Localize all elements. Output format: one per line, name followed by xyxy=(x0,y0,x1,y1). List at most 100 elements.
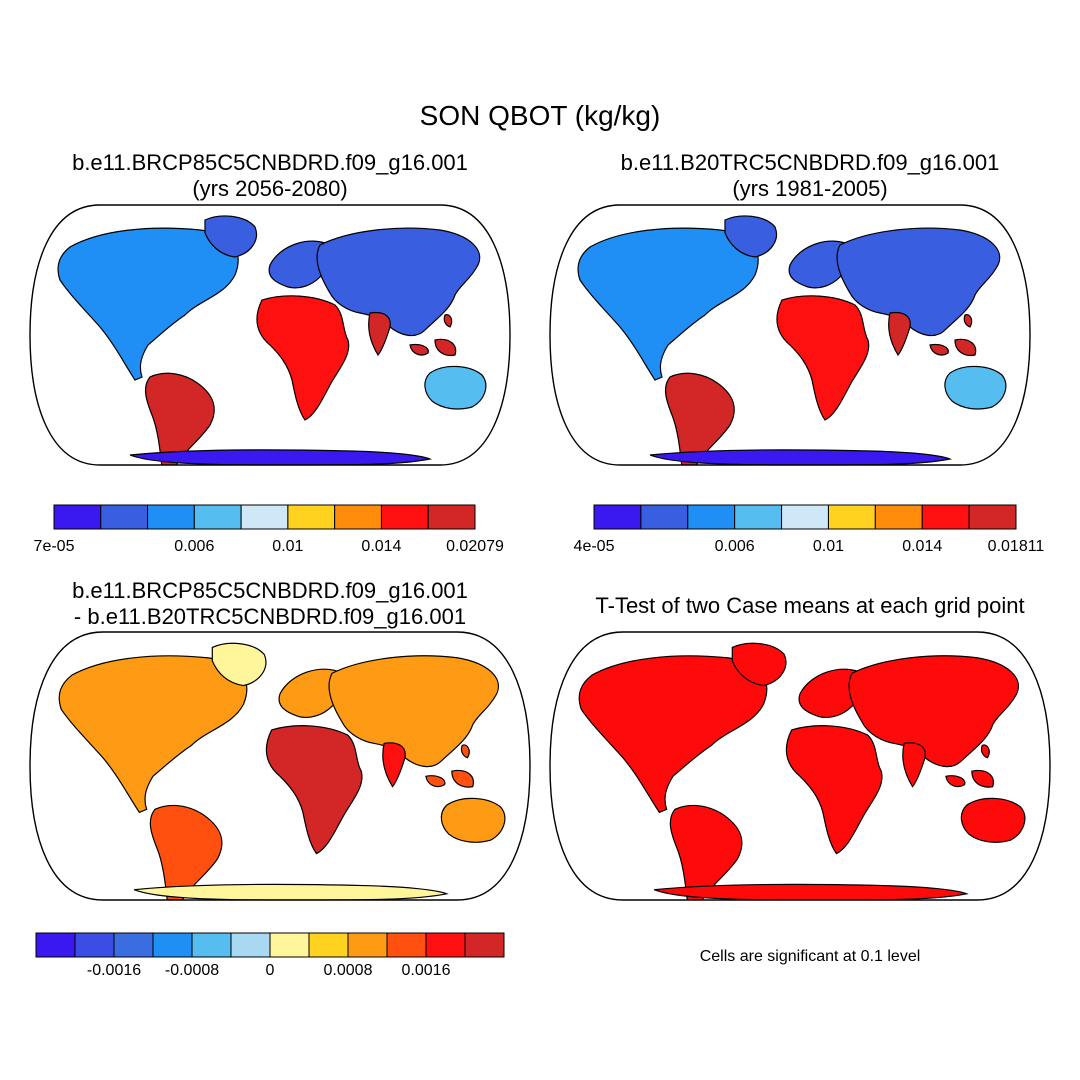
land-maritime-continent xyxy=(945,775,966,788)
colorbar-box xyxy=(152,932,193,958)
panel-title-case2: b.e11.B20TRC5CNBDRD.f09_g16.001 (yrs 198… xyxy=(570,150,1050,202)
map-panel-case1 xyxy=(29,204,511,466)
land-asia xyxy=(316,227,481,337)
colorbar-box xyxy=(287,504,336,530)
colorbar-box xyxy=(425,932,466,958)
land-maritime-continent xyxy=(954,338,977,357)
colorbar-box xyxy=(640,504,689,530)
colorbar-box xyxy=(191,932,232,958)
land-south-america xyxy=(149,804,223,900)
land-maritime-continent xyxy=(451,769,474,788)
land-antarctica xyxy=(129,449,433,465)
land-antarctica xyxy=(133,883,449,900)
map-border xyxy=(29,204,511,466)
colorbar-case2 xyxy=(593,504,1017,530)
panel-title-line: b.e11.B20TRC5CNBDRD.f09_g16.001 xyxy=(620,150,1000,175)
map-border xyxy=(549,204,1031,466)
colorbar-box xyxy=(53,504,102,530)
colorbar-tick-label: 0.006 xyxy=(714,538,755,555)
panel-title-line: - b.e11.B20TRC5CNBDRD.f09_g16.001 xyxy=(73,604,467,629)
land-maritime-continent xyxy=(980,744,990,759)
map-panel-case2 xyxy=(549,204,1031,466)
map-border xyxy=(549,631,1051,901)
panel-title-line: (yrs 2056-2080) xyxy=(192,176,348,201)
colorbar-box xyxy=(687,504,736,530)
land-maritime-continent xyxy=(425,775,446,788)
land-africa xyxy=(265,725,363,855)
land-india xyxy=(902,742,926,788)
colorbar-tick-label: 0.0008 xyxy=(323,962,373,979)
map-panel-diff xyxy=(29,631,531,901)
colorbar-tick-label: 0.02079 xyxy=(446,538,504,555)
land-maritime-continent xyxy=(409,343,429,356)
land-south-america xyxy=(144,372,215,465)
colorbar-tick-label: 0.006 xyxy=(174,538,215,555)
colorbar-diff xyxy=(35,932,505,958)
colorbar-tick-label: 0 xyxy=(265,962,275,979)
colorbar-tick-label: -0.0008 xyxy=(164,962,220,979)
panel-title-ttest: T-Test of two Case means at each grid po… xyxy=(540,593,1080,619)
panel-title-line: (yrs 1981-2005) xyxy=(732,176,888,201)
land-maritime-continent xyxy=(963,314,973,328)
colorbar-box xyxy=(334,504,382,530)
land-north-america xyxy=(58,655,248,814)
land-greenland xyxy=(204,215,257,258)
colorbar-box xyxy=(386,932,427,958)
land-greenland xyxy=(211,642,267,687)
colorbar-box xyxy=(968,504,1017,530)
colorbar-box xyxy=(308,932,349,958)
colorbar-tick-label: 7e-05 xyxy=(33,538,75,555)
colorbar-box xyxy=(240,504,289,530)
colorbar-tick-label: 0.01811 xyxy=(987,538,1045,555)
colorbar-box xyxy=(74,932,115,958)
colorbar-box xyxy=(781,504,829,530)
colorbar-box xyxy=(464,932,505,958)
panel-title-line: b.e11.BRCP85C5CNBDRD.f09_g16.001 xyxy=(72,578,468,603)
map-content xyxy=(58,642,527,900)
colorbar-box xyxy=(593,504,642,530)
colorbar-box xyxy=(269,932,310,958)
panel-title-line: T-Test of two Case means at each grid po… xyxy=(595,593,1025,618)
panel-title-diff: b.e11.BRCP85C5CNBDRD.f09_g16.001 - b.e11… xyxy=(30,578,510,630)
land-asia xyxy=(848,655,1019,768)
colorbar-tick-label: 0.01 xyxy=(812,538,845,555)
land-maritime-continent xyxy=(434,338,457,357)
colorbar-tick-label: 0.0016 xyxy=(401,962,451,979)
land-maritime-continent xyxy=(460,744,470,759)
land-south-america xyxy=(669,804,743,900)
colorbar-tick-label: -0.0016 xyxy=(86,962,142,979)
land-greenland xyxy=(724,215,777,258)
land-maritime-continent xyxy=(443,314,453,328)
land-africa xyxy=(785,725,883,855)
map-content xyxy=(577,215,1028,465)
colorbar-box xyxy=(734,504,783,530)
colorbar-box xyxy=(427,504,476,530)
colorbar-box xyxy=(100,504,149,530)
land-north-america xyxy=(577,227,759,381)
land-south-america xyxy=(664,372,735,465)
colorbar-box xyxy=(347,932,388,958)
land-antarctica xyxy=(649,449,953,465)
colorbar-tick-label: 0.014 xyxy=(361,538,402,555)
panel-title-case1: b.e11.BRCP85C5CNBDRD.f09_g16.001 (yrs 20… xyxy=(30,150,510,202)
land-australia xyxy=(944,365,1007,410)
land-maritime-continent xyxy=(971,769,994,788)
colorbar-box xyxy=(827,504,876,530)
colorbar-case1 xyxy=(53,504,476,530)
land-australia xyxy=(424,365,487,410)
land-india xyxy=(888,311,911,357)
map-content xyxy=(57,215,508,465)
land-australia xyxy=(960,797,1026,843)
colorbar-box xyxy=(230,932,271,958)
land-north-america xyxy=(57,227,239,381)
panel-title-line: b.e11.BRCP85C5CNBDRD.f09_g16.001 xyxy=(72,150,468,175)
colorbar-tick-label: 4e-05 xyxy=(573,538,615,555)
colorbar-box xyxy=(193,504,242,530)
colorbar-box xyxy=(921,504,970,530)
colorbar-box xyxy=(874,504,923,530)
colorbar-tick-label: 0.014 xyxy=(902,538,943,555)
land-india xyxy=(368,311,391,357)
land-antarctica xyxy=(653,883,969,900)
colorbar-box xyxy=(113,932,154,958)
